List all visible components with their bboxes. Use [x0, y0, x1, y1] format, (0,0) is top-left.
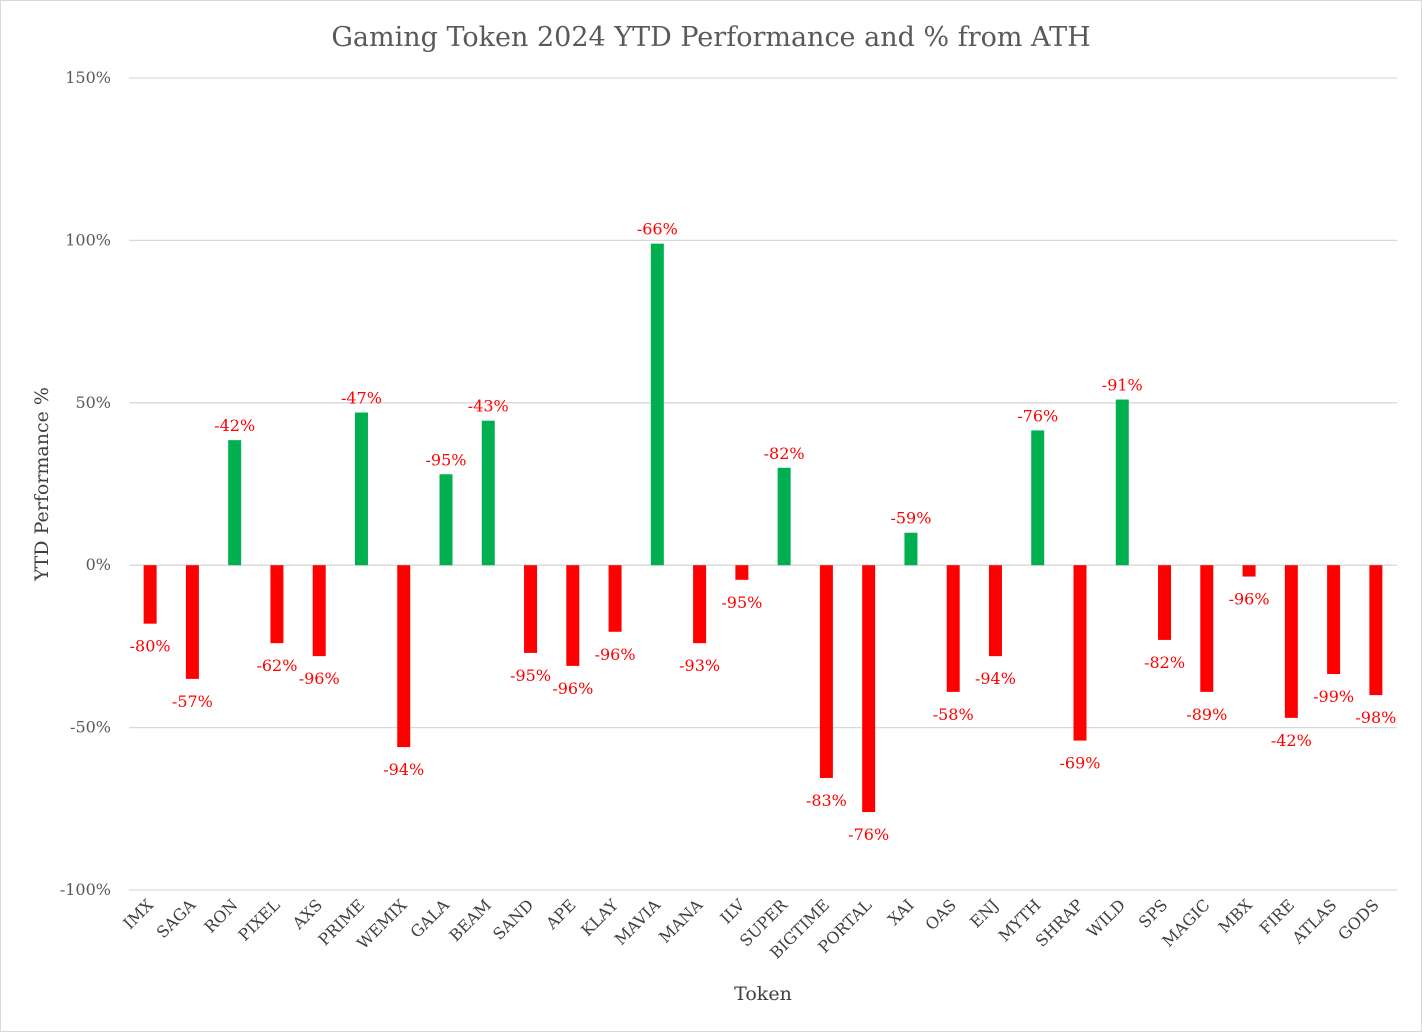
- bar-oas: [946, 565, 960, 692]
- x-tick-label: GODS: [1334, 895, 1383, 944]
- bar-portal: [862, 565, 876, 813]
- bar-gala: [439, 474, 453, 566]
- bar-saga: [185, 565, 199, 679]
- x-tick-label: BEAM: [445, 895, 495, 945]
- bar-klay: [608, 565, 622, 632]
- data-label: -82%: [764, 444, 805, 463]
- x-tick-label: MANA: [655, 895, 707, 947]
- data-label: -43%: [468, 397, 509, 416]
- data-label: -82%: [1144, 653, 1185, 672]
- data-label: -95%: [426, 450, 467, 469]
- bar-atlas: [1327, 565, 1341, 675]
- data-label: -47%: [341, 389, 382, 408]
- bars: [143, 243, 1383, 813]
- bar-ape: [566, 565, 580, 666]
- bar-myth: [1031, 430, 1045, 566]
- data-label: -42%: [1271, 731, 1312, 750]
- data-label: -76%: [1017, 406, 1058, 425]
- data-label: -69%: [1060, 754, 1101, 773]
- chart-title: Gaming Token 2024 YTD Performance and % …: [331, 22, 1090, 53]
- x-tick-label: SPS: [1135, 895, 1172, 932]
- x-tick-label: APE: [541, 895, 579, 933]
- x-tick-label: OAS: [921, 895, 960, 934]
- bar-sps: [1158, 565, 1172, 640]
- bar-gods: [1369, 565, 1383, 696]
- bar-shrap: [1073, 565, 1087, 741]
- x-tick-label: XAI: [884, 895, 918, 929]
- y-tick-label: 50%: [75, 393, 111, 412]
- x-tick-label: IMX: [119, 895, 157, 933]
- bar-mbx: [1242, 565, 1256, 577]
- data-label: -57%: [172, 692, 213, 711]
- bar-super: [777, 467, 791, 566]
- y-tick-label: 100%: [65, 230, 111, 249]
- data-label: -96%: [595, 645, 636, 664]
- x-tick-label: PIXEL: [234, 895, 284, 945]
- bar-mavia: [650, 243, 664, 566]
- bar-magic: [1200, 565, 1214, 692]
- data-labels: -80%-57%-42%-62%-96%-47%-94%-95%-43%-95%…: [130, 220, 1397, 844]
- bar-axs: [312, 565, 326, 657]
- bar-xai: [904, 532, 918, 566]
- bar-ron: [228, 440, 242, 566]
- bar-imx: [143, 565, 157, 624]
- y-tick-label: -100%: [60, 880, 111, 899]
- x-tick-label: SHRAP: [1031, 895, 1087, 951]
- x-tick-label: MAVIA: [611, 895, 665, 949]
- y-axis-title: YTD Performance %: [31, 387, 53, 582]
- data-label: -95%: [721, 593, 762, 612]
- data-label: -42%: [214, 416, 255, 435]
- bar-beam: [481, 420, 495, 566]
- bar-pixel: [270, 565, 284, 644]
- data-label: -59%: [890, 509, 931, 528]
- data-label: -96%: [1229, 590, 1270, 609]
- x-tick-label: MBX: [1215, 895, 1257, 937]
- data-label: -91%: [1102, 376, 1143, 395]
- data-label: -95%: [510, 666, 551, 685]
- data-label: -80%: [130, 637, 171, 656]
- data-label: -94%: [975, 669, 1016, 688]
- bar-fire: [1284, 565, 1298, 718]
- x-tick-label: ENJ: [966, 895, 1002, 931]
- data-label: -96%: [552, 679, 593, 698]
- y-tick-label: 150%: [65, 68, 111, 87]
- x-tick-label: AXS: [288, 895, 326, 933]
- data-label: -66%: [637, 220, 678, 239]
- x-tick-label: GALA: [407, 895, 454, 942]
- bar-wemix: [397, 565, 411, 748]
- bar-ilv: [735, 565, 749, 580]
- x-tick-label: ATLAS: [1288, 895, 1341, 948]
- y-tick-label: -50%: [70, 718, 111, 737]
- bar-sand: [524, 565, 538, 653]
- data-label: -99%: [1313, 687, 1354, 706]
- data-label: -96%: [299, 669, 340, 688]
- x-axis-title: Token: [734, 983, 792, 1005]
- data-label: -62%: [256, 656, 297, 675]
- data-label: -76%: [848, 825, 889, 844]
- data-label: -89%: [1186, 705, 1227, 724]
- bar-wild: [1115, 399, 1129, 566]
- x-tick-label: WILD: [1083, 895, 1129, 941]
- x-tick-label: SAGA: [153, 895, 200, 942]
- x-tick-label: MAGIC: [1158, 895, 1213, 950]
- data-label: -58%: [933, 705, 974, 724]
- y-tick-label: 0%: [86, 555, 111, 574]
- data-label: -83%: [806, 791, 847, 810]
- y-axis-ticks: -100% -50% 0% 50% 100% 150%: [60, 68, 111, 899]
- x-tick-label: SAND: [489, 895, 537, 943]
- bar-enj: [988, 565, 1002, 657]
- gridlines: [129, 77, 1397, 891]
- x-tick-label: ILV: [716, 895, 749, 928]
- bar-bigtime: [819, 565, 833, 778]
- bar-mana: [693, 565, 707, 644]
- data-label: -98%: [1355, 708, 1396, 727]
- data-label: -94%: [383, 760, 424, 779]
- data-label: -93%: [679, 656, 720, 675]
- bar-prime: [354, 412, 368, 566]
